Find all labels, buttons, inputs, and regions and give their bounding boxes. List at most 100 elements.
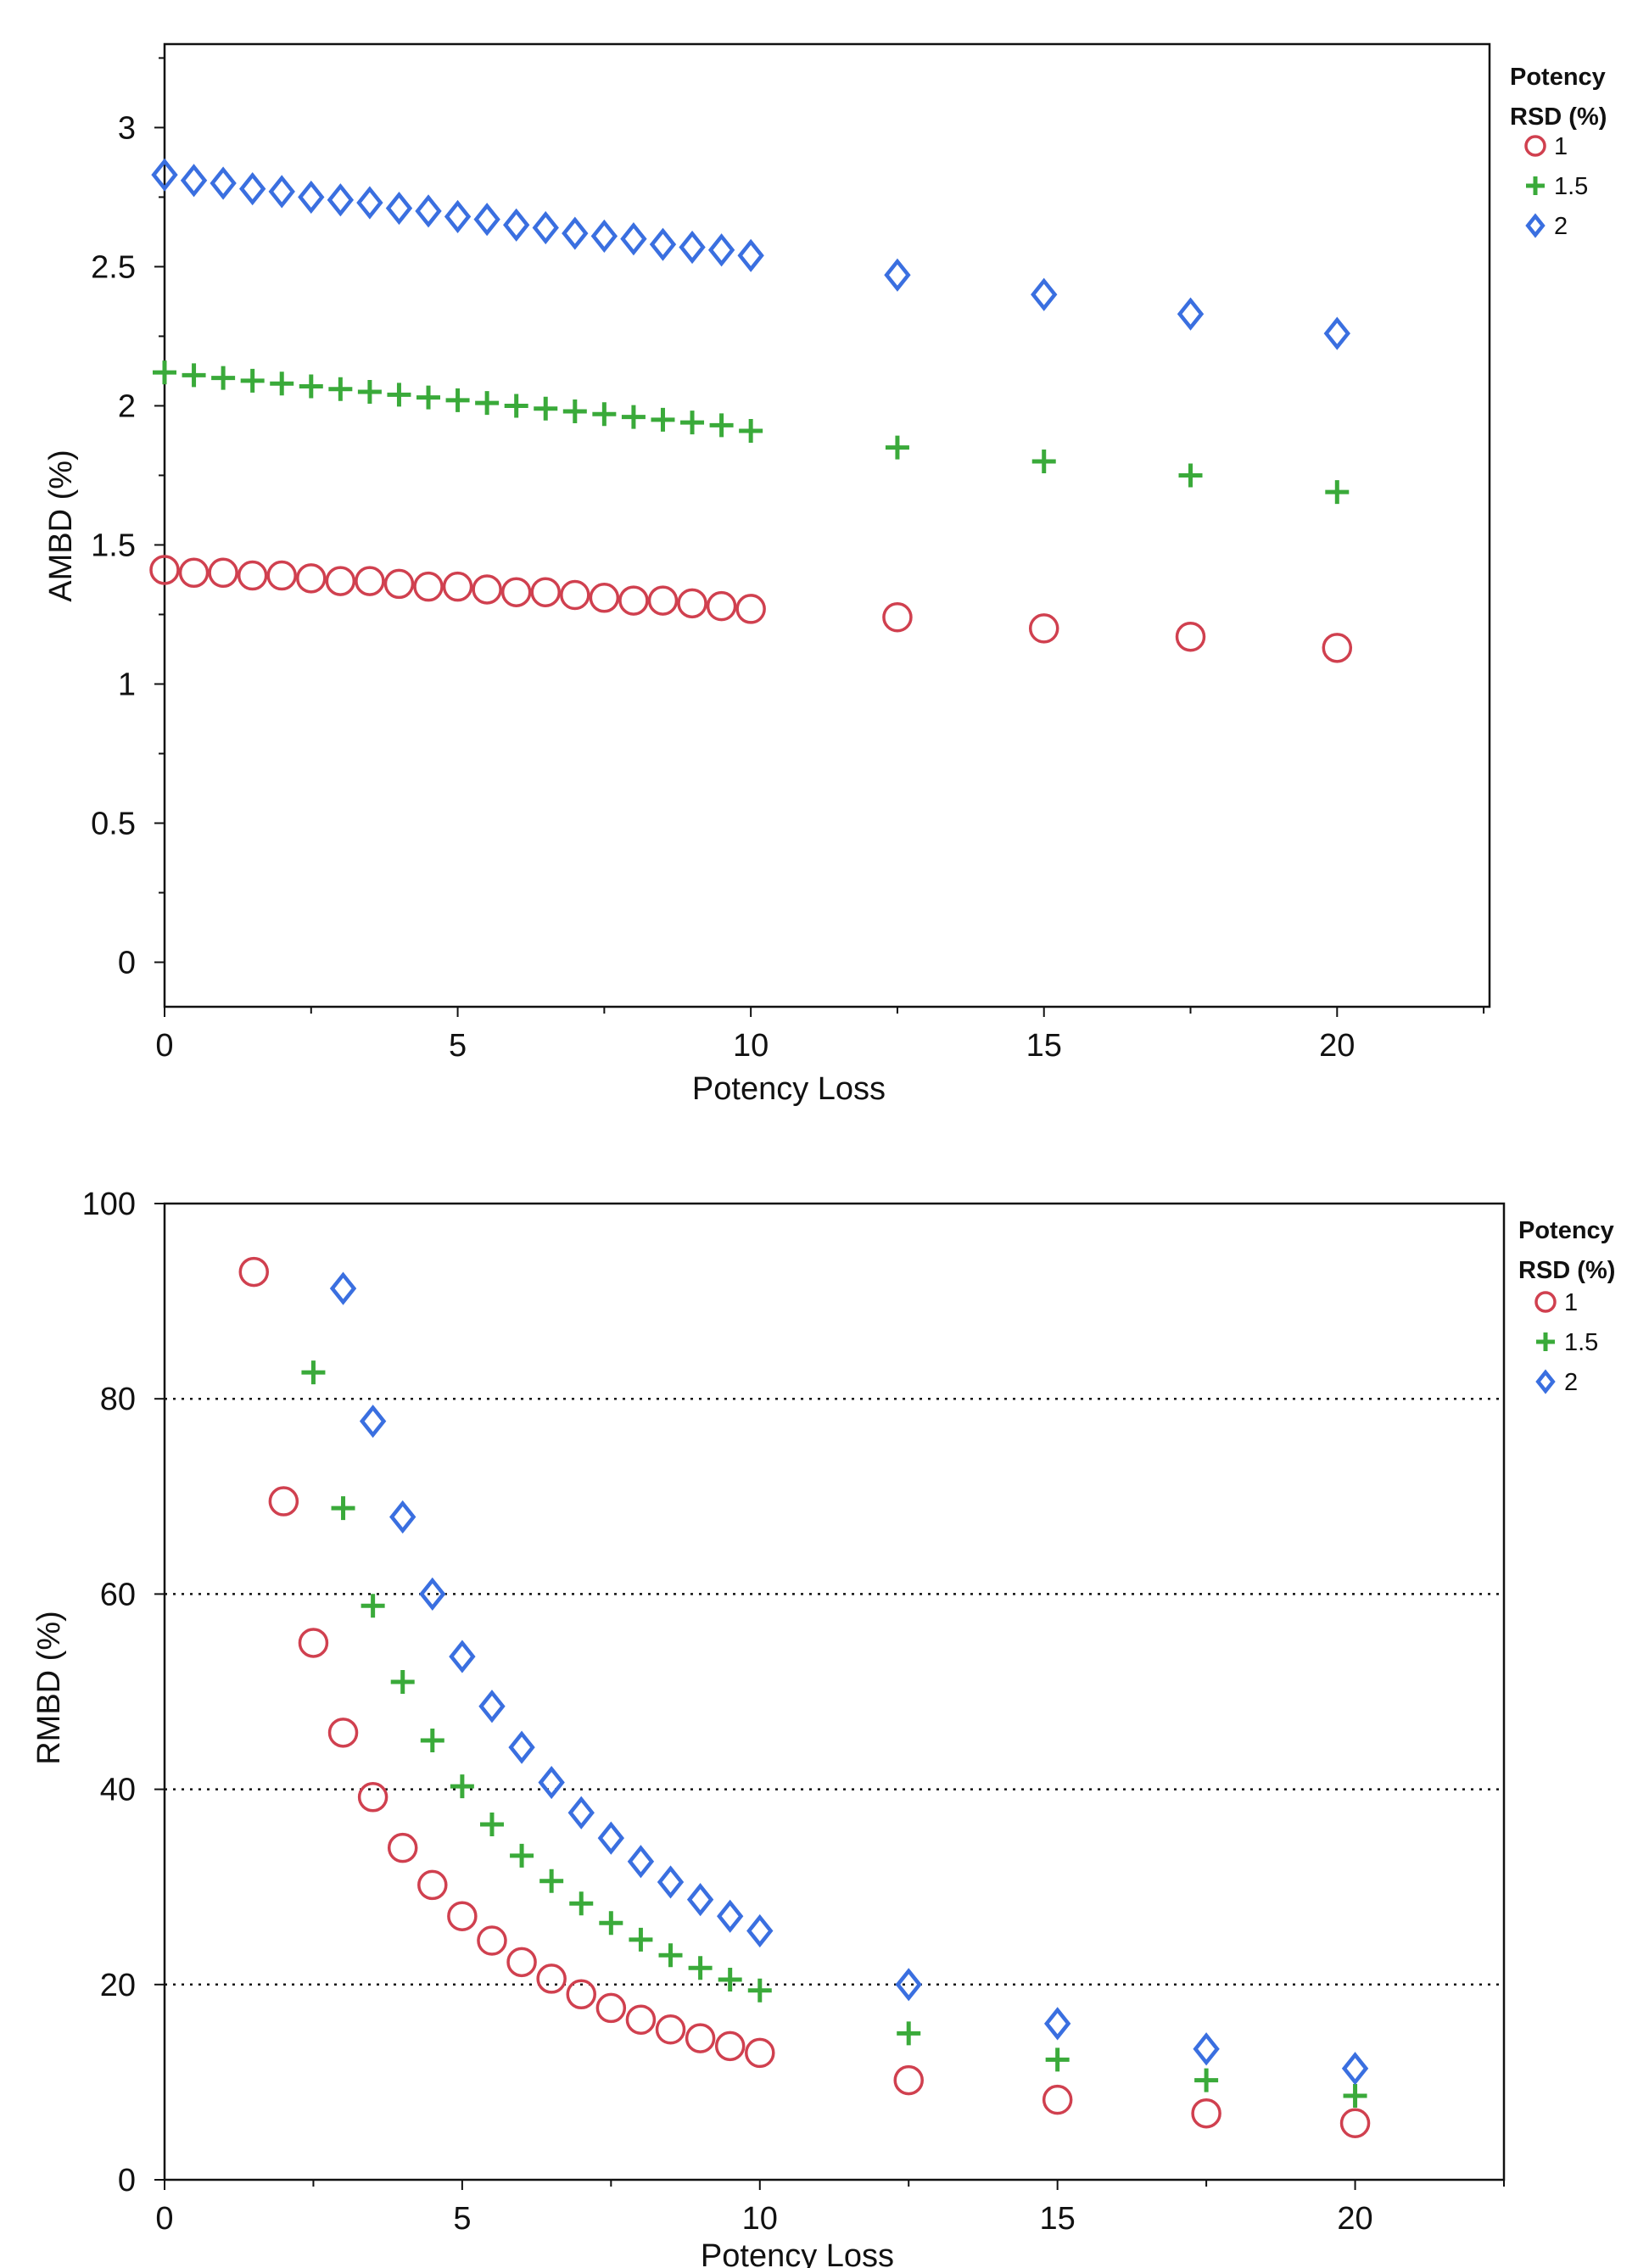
diamond-marker (389, 1500, 416, 1534)
diamond-marker (597, 1821, 625, 1855)
y-tick-label: 1 (118, 667, 136, 702)
plus-marker (897, 2021, 921, 2046)
plus-marker (658, 1943, 683, 1968)
y-tick-label: 0.5 (91, 806, 136, 841)
diamond-marker (385, 191, 413, 226)
series-1.5 (301, 1360, 1367, 2109)
x-tick-label: 15 (1040, 2201, 1076, 2237)
circle-marker (417, 1869, 448, 1901)
plus-marker (739, 418, 763, 443)
plus-marker (1343, 2084, 1367, 2109)
diamond-marker (1525, 213, 1546, 238)
circle-marker (447, 1901, 478, 1931)
diamond-marker (717, 1899, 744, 1933)
circle-marker (714, 2031, 746, 2062)
circle-marker (1534, 1291, 1557, 1313)
x-tick-label: 15 (1026, 1028, 1062, 1064)
circle-marker (706, 590, 737, 622)
diamond-marker (707, 233, 735, 267)
diamond-marker (737, 238, 764, 272)
circle-marker (238, 1256, 270, 1288)
circle-marker (472, 574, 502, 605)
diamond-marker (503, 208, 530, 242)
plus-marker (688, 1956, 713, 1980)
diamond-marker (567, 1796, 595, 1829)
plus-marker (709, 413, 734, 438)
diamond-marker (538, 1765, 565, 1800)
plus-marker (211, 366, 236, 390)
diamond-marker (1535, 1369, 1556, 1394)
diamond-marker (180, 164, 208, 198)
circle-marker (500, 577, 532, 607)
plus-marker (718, 1968, 742, 1992)
plus-marker (331, 1496, 355, 1521)
diamond-marker (238, 171, 266, 206)
x-axis-label: Potency Loss (692, 1071, 886, 1107)
plus-marker (569, 1891, 594, 1916)
legend-entry-label: 1 (1554, 133, 1568, 160)
diamond-marker (895, 1968, 922, 2002)
circle-marker (745, 2037, 775, 2069)
circle-marker (413, 571, 444, 602)
x-tick-label: 10 (733, 1028, 769, 1064)
circle-marker (387, 1832, 418, 1863)
series-2 (151, 158, 1350, 350)
circle-marker (735, 594, 766, 624)
circle-marker (677, 588, 707, 619)
x-tick-label: 5 (453, 2201, 471, 2237)
circle-marker (647, 585, 679, 616)
series-1 (149, 555, 1353, 663)
diamond-marker (449, 1640, 476, 1673)
diamond-marker (268, 175, 295, 209)
plus-marker (420, 1729, 444, 1753)
plus-marker (1536, 1332, 1555, 1351)
diamond-marker (884, 258, 911, 292)
diamond-marker (562, 216, 589, 250)
plus-marker (357, 380, 382, 405)
x-axis-label: Potency Loss (701, 2238, 894, 2268)
plus-marker (599, 1911, 623, 1936)
plus-marker (885, 435, 909, 460)
series-1.5 (153, 360, 1350, 505)
circle-marker (655, 2014, 686, 2045)
circle-marker (1339, 2108, 1371, 2138)
plus-marker (629, 1927, 653, 1952)
legend-title-line2: RSD (%) (1518, 1257, 1615, 1284)
plus-marker (301, 1360, 326, 1385)
plus-marker (270, 371, 294, 396)
plus-marker (390, 1669, 415, 1694)
y-axis-label: RMBD (%) (31, 1611, 67, 1765)
y-tick-label: 2.5 (91, 249, 136, 285)
legend-entry-label: 1.5 (1564, 1329, 1598, 1356)
x-tick-label: 20 (1337, 2201, 1372, 2237)
diamond-marker (627, 1845, 655, 1879)
circle-marker (296, 563, 327, 594)
circle-marker (685, 2023, 716, 2053)
plus-marker (182, 363, 206, 388)
plus-marker (680, 411, 705, 435)
x-tick-label: 10 (742, 2201, 778, 2237)
plot-frame (163, 1202, 1506, 2181)
diamond-marker (508, 1730, 535, 1764)
circle-marker (566, 1979, 596, 2010)
circle-marker (237, 560, 268, 591)
y-tick-label: 0 (118, 946, 136, 981)
diamond-marker (1341, 2052, 1369, 2086)
legend-title-line1: Potency (1510, 64, 1606, 91)
circle-marker (1191, 2098, 1221, 2129)
diamond-marker (444, 199, 472, 233)
series-1 (238, 1256, 1371, 2138)
diamond-marker (327, 183, 355, 217)
circle-marker (327, 1718, 359, 1748)
circle-marker (268, 1486, 299, 1517)
legend-entry-label: 1.5 (1554, 173, 1588, 200)
diamond-marker (359, 1405, 387, 1438)
diamond-marker (473, 203, 500, 237)
plot-frame (163, 42, 1491, 1008)
diamond-marker (746, 1913, 774, 1948)
plus-marker (504, 394, 528, 418)
circle-marker (1175, 621, 1206, 652)
plus-marker (1031, 450, 1056, 474)
circle-marker (149, 555, 180, 585)
circle-marker (355, 566, 385, 596)
